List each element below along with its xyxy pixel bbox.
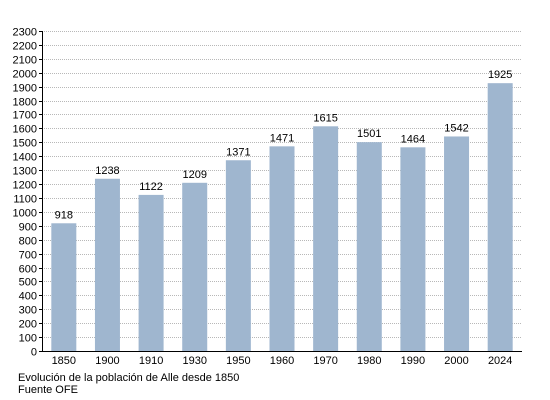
- data-label-1910: 1122: [139, 181, 163, 193]
- y-tick-label: 900: [19, 222, 37, 234]
- y-tick-label: 2000: [13, 69, 37, 81]
- x-tick-label-1850: 1850: [52, 355, 76, 367]
- bar-1910: [138, 194, 164, 351]
- x-tick-label-2024: 2024: [488, 355, 512, 367]
- y-tick-label: 1200: [13, 180, 37, 192]
- y-tick-label: 400: [19, 291, 37, 303]
- x-tick-label-1990: 1990: [401, 355, 425, 367]
- bar-1990: [400, 147, 426, 351]
- y-tick-label: 300: [19, 305, 37, 317]
- data-label-2000: 1542: [444, 122, 468, 134]
- bars: [51, 83, 513, 351]
- bar-1980: [356, 142, 382, 351]
- caption-source: Fuente OFE: [18, 384, 78, 396]
- x-tick-label-1910: 1910: [139, 355, 163, 367]
- y-tick-label: 1000: [13, 208, 37, 220]
- y-tick-label: 200: [19, 319, 37, 331]
- data-labels: 918 1238 1122 1209 1371 1471 1615 1501 1464 1542 1…: [55, 69, 513, 221]
- y-tick-label: 1300: [13, 166, 37, 178]
- y-tick-label: 800: [19, 236, 37, 248]
- y-tick-label: 2200: [13, 41, 37, 53]
- x-tick-label-1950: 1950: [226, 355, 250, 367]
- y-tick-label: 1700: [13, 110, 37, 122]
- data-label-2024: 1925: [488, 69, 512, 81]
- y-tick-label: 1100: [13, 194, 37, 206]
- y-tick-label: 1900: [13, 83, 37, 95]
- axes: [39, 31, 522, 352]
- data-label-1950: 1371: [226, 146, 250, 158]
- x-tick-label-1970: 1970: [313, 355, 337, 367]
- data-label-1850: 918: [55, 209, 73, 221]
- y-tick-label: 1400: [13, 152, 37, 164]
- x-tick-label-1960: 1960: [270, 355, 294, 367]
- data-label-1960: 1471: [270, 132, 294, 144]
- y-tick-label: 600: [19, 264, 37, 276]
- y-tick-label: 100: [19, 333, 37, 345]
- bar-1960: [269, 146, 295, 351]
- data-label-1990: 1464: [401, 133, 425, 145]
- y-tick-label: 500: [19, 277, 37, 289]
- bar-2024: [487, 83, 513, 351]
- data-label-1900: 1238: [95, 165, 119, 177]
- x-tick-label-1930: 1930: [182, 355, 206, 367]
- bar-1900: [94, 178, 120, 351]
- data-label-1930: 1209: [182, 169, 206, 181]
- x-tick-label-2000: 2000: [444, 355, 468, 367]
- y-tick-label: 2300: [13, 27, 37, 39]
- bar-2000: [444, 136, 470, 351]
- bar-1850: [51, 223, 77, 351]
- y-tick-label: 2100: [13, 55, 37, 67]
- y-tick-label: 1600: [13, 124, 37, 136]
- bar-1930: [182, 182, 208, 351]
- y-tick-label: 1500: [13, 138, 37, 150]
- y-tick-label: 0: [31, 347, 37, 359]
- y-tick-label: 700: [19, 250, 37, 262]
- data-label-1970: 1615: [313, 112, 337, 124]
- x-tick-label-1980: 1980: [357, 355, 381, 367]
- y-tick-label: 1800: [13, 97, 37, 109]
- x-tick-labels: 1850 1900 1910 1930 1950 1960 1970 1980 1990 2000…: [52, 355, 513, 367]
- caption-title: Evolución de la población de Alle desde …: [18, 372, 240, 384]
- bar-1950: [225, 160, 251, 351]
- bar-1970: [313, 126, 339, 351]
- data-label-1980: 1501: [357, 128, 381, 140]
- x-tick-label-1900: 1900: [95, 355, 119, 367]
